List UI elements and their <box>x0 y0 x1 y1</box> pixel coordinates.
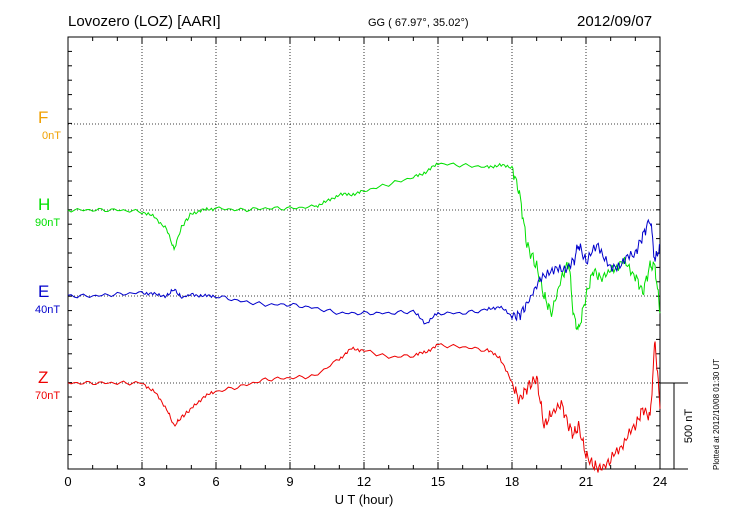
scale-bar-label: 500 nT <box>683 409 695 444</box>
x-tick-label-0: 0 <box>64 474 71 489</box>
component-letter-z: Z <box>38 368 49 387</box>
x-tick-label-24: 24 <box>653 474 667 489</box>
component-letter-h: H <box>38 195 51 214</box>
x-axis-label: U T (hour) <box>335 492 394 507</box>
x-tick-label-12: 12 <box>357 474 371 489</box>
component-letter-e: E <box>38 282 50 301</box>
date-label: 2012/09/07 <box>577 13 653 30</box>
component-offset-z: 70nT <box>35 390 61 402</box>
x-tick-label-18: 18 <box>505 474 519 489</box>
data-series <box>67 162 661 473</box>
grid-lines <box>68 37 660 469</box>
component-offset-f: 0nT <box>42 130 61 142</box>
axis-ticks <box>67 37 661 470</box>
series-line-z <box>67 341 661 473</box>
x-tick-label-21: 21 <box>579 474 593 489</box>
scale-bar: 500 nT <box>660 382 695 470</box>
coordinates-label: GG ( 67.97°, 35.02°) <box>368 17 469 29</box>
component-offset-h: 90nT <box>35 217 61 229</box>
x-tick-label-15: 15 <box>431 474 445 489</box>
x-tick-label-9: 9 <box>286 474 293 489</box>
station-title: Lovozero (LOZ) [AARI] <box>68 13 221 30</box>
x-tick-labels: 0 3 6 9 12 15 18 21 24 <box>64 474 667 489</box>
component-offset-e: 40nT <box>35 304 61 316</box>
x-tick-label-3: 3 <box>138 474 145 489</box>
x-tick-label-6: 6 <box>212 474 219 489</box>
series-line-h <box>67 162 661 331</box>
series-line-e <box>67 218 661 325</box>
component-letter-f: F <box>38 108 49 127</box>
